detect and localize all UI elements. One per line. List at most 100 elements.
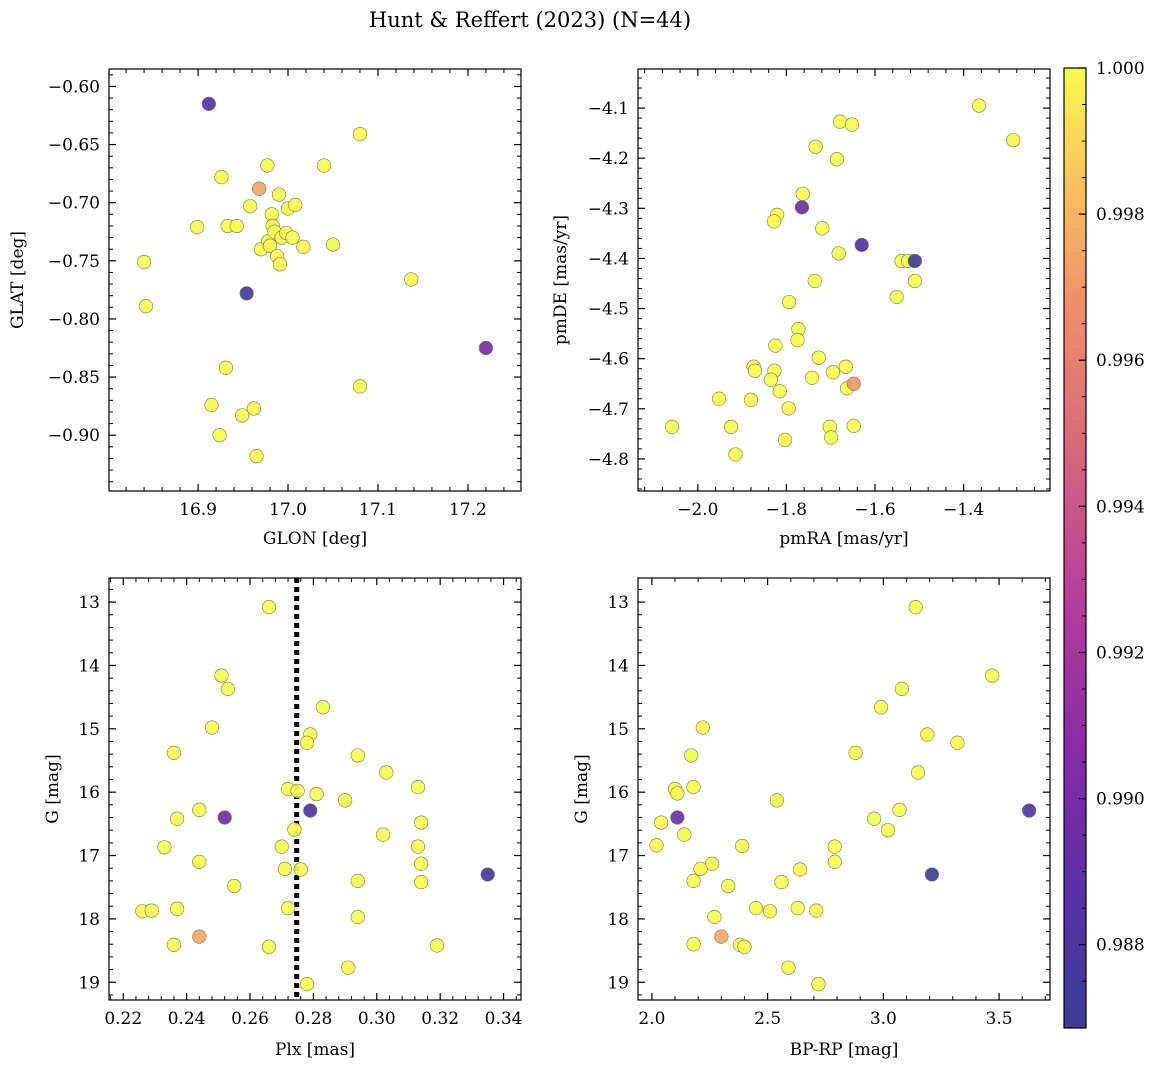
data-point [138, 299, 153, 314]
points-bprp-g [649, 600, 1037, 992]
data-point [262, 238, 278, 253]
axes-frame-pmra-pmde [637, 68, 1051, 492]
y-tick-label: −0.70 [48, 194, 100, 214]
y-tick-label: −4.5 [588, 300, 629, 320]
data-point [748, 901, 764, 916]
x-tick-label: 17.0 [269, 500, 307, 520]
data-point [747, 363, 763, 378]
data-point [714, 929, 729, 944]
data-point [272, 257, 288, 272]
x-tick-label: 0.28 [294, 1009, 332, 1029]
data-point [229, 218, 244, 234]
data-point [170, 811, 185, 826]
data-point [404, 272, 419, 287]
data-point [686, 873, 701, 888]
data-point [781, 960, 796, 975]
data-point [721, 878, 736, 894]
colorbar-gradient [1063, 67, 1087, 1029]
data-point [781, 401, 796, 416]
data-point [243, 199, 258, 214]
points-glon-glat [136, 96, 494, 464]
figure-title: Hunt & Reffert (2023) (N=44) [369, 8, 691, 32]
data-point [249, 449, 264, 464]
y-tick-label: −4.3 [588, 199, 629, 219]
data-point [768, 338, 783, 353]
data-point [815, 221, 830, 236]
y-tick-label: 16 [607, 783, 629, 803]
data-point [808, 139, 823, 154]
data-point [190, 220, 205, 235]
data-point [892, 802, 907, 818]
data-point [894, 681, 909, 696]
data-point [239, 286, 254, 301]
data-point [807, 273, 822, 289]
ticks-bprp-g: 2.0 2.5 3.0 3.5 13 14 15 16 17 18 19 [607, 578, 1050, 1029]
x-tick-label: 0.30 [358, 1009, 396, 1029]
y-tick-label: 15 [607, 720, 629, 740]
data-point [848, 745, 863, 760]
panel-plx-g: 0.22 0.24 0.26 0.28 0.30 0.32 0.34 13 14 15 16 17 18… [43, 577, 522, 1060]
data-point [218, 360, 234, 375]
data-point [352, 127, 368, 142]
data-point [325, 237, 341, 252]
x-tick-label: 0.34 [485, 1009, 523, 1029]
y-tick-label: −4.1 [588, 99, 629, 119]
colorbar-tick-label: 0.996 [1096, 351, 1145, 371]
data-point [670, 786, 685, 801]
colorbar-tick-label: 0.998 [1096, 205, 1145, 225]
data-point [792, 862, 808, 877]
data-point [728, 447, 743, 462]
data-point [352, 379, 368, 394]
data-point [846, 376, 861, 391]
ticks-plx-g: 0.22 0.24 0.26 0.28 0.30 0.32 0.34 13 14 15 16 17 18… [78, 578, 522, 1029]
data-point [309, 786, 324, 802]
data-point [201, 96, 216, 111]
data-point [214, 170, 229, 185]
data-point [217, 810, 232, 825]
y-tick-label: −0.75 [48, 252, 100, 272]
data-point [684, 748, 699, 763]
data-point [910, 765, 926, 780]
data-point [829, 152, 845, 167]
axes-frame-plx-g [108, 577, 522, 1001]
data-point [410, 779, 426, 795]
data-point [192, 854, 207, 869]
y-tick-label: 15 [78, 720, 100, 740]
data-point [414, 856, 429, 871]
x-tick-label: 16.9 [179, 500, 217, 520]
data-point [711, 391, 727, 406]
data-point [831, 246, 846, 261]
data-point [695, 720, 710, 735]
data-point [763, 372, 779, 387]
data-point [737, 939, 752, 954]
y-tick-label: 14 [607, 656, 629, 676]
data-point [315, 700, 331, 715]
data-point [288, 197, 303, 213]
data-point [261, 939, 277, 954]
data-point [769, 793, 784, 808]
y-tick-label: −0.80 [48, 310, 100, 330]
data-point [299, 735, 315, 750]
y-tick-label: 16 [78, 783, 100, 803]
xlabel-bprp: BP-RP [mag] [790, 1040, 899, 1060]
y-tick-label: −4.6 [588, 350, 629, 370]
xlabel-pmra: pmRA [mas/yr] [779, 529, 908, 549]
data-point [212, 428, 227, 443]
data-point [781, 294, 797, 310]
y-tick-label: −0.85 [48, 368, 100, 388]
data-point [192, 802, 207, 818]
data-point [686, 937, 701, 952]
data-point [795, 186, 810, 201]
data-point [889, 289, 904, 305]
data-point [772, 384, 787, 399]
data-point [220, 681, 235, 696]
data-point [838, 359, 853, 374]
colorbar-ticks: 0.988 0.990 0.992 0.994 0.996 0.998 1.000 [1079, 59, 1145, 982]
y-tick-label: 18 [607, 910, 629, 930]
data-point [316, 158, 332, 173]
ticks-pmra-pmde: −2.0 −1.8 −1.6 −1.4 −4.1 −4.2 −4.3 −4.4 −4.5 −4.6… [588, 69, 1050, 520]
data-point [293, 862, 308, 877]
ylabel-g-right: G [mag] [572, 754, 592, 823]
data-point [866, 811, 882, 826]
